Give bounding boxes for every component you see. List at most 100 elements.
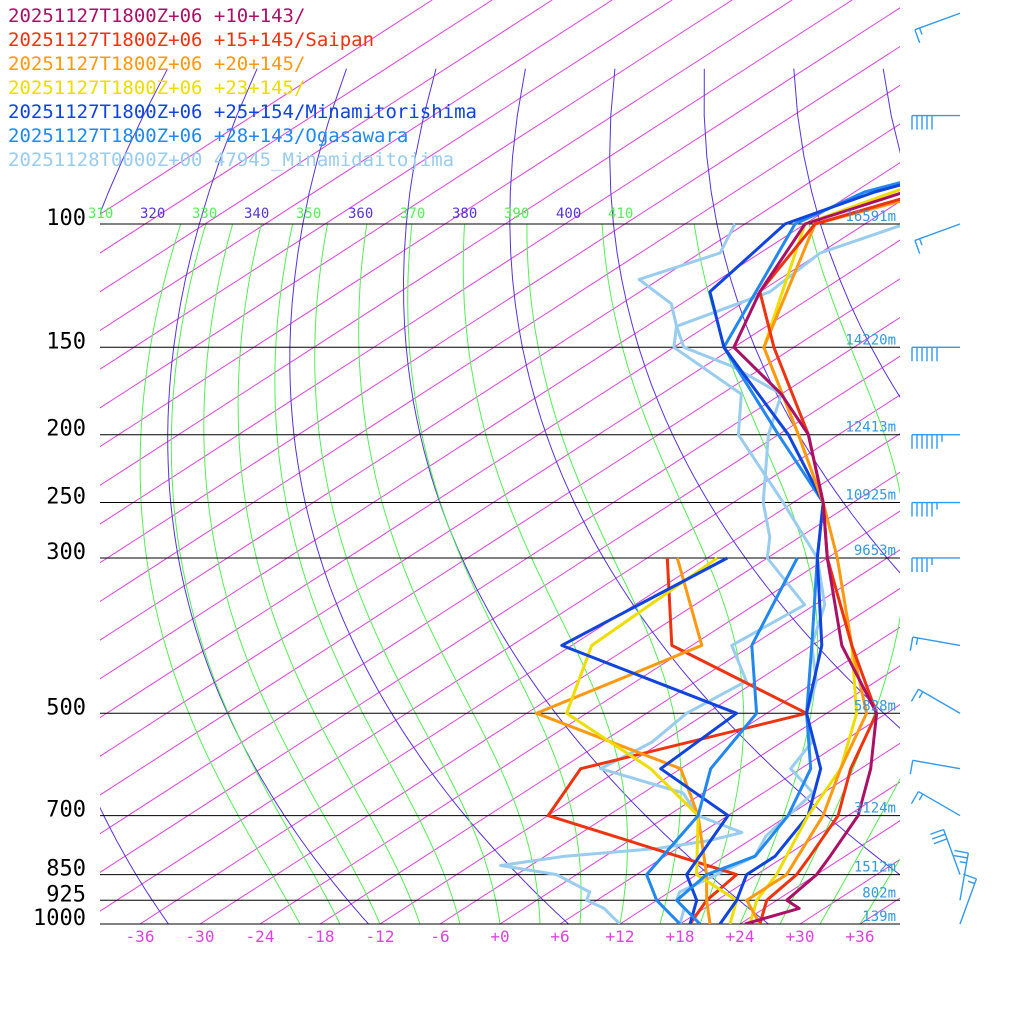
- wind-barb: [914, 223, 961, 254]
- wind-barb-shaft: [959, 852, 970, 901]
- legend-entry: 20251127T1800Z+06 +15+145/Saipan: [8, 29, 374, 51]
- wind-barb-flag: [953, 854, 968, 859]
- height-label: 1512m: [854, 860, 896, 876]
- wind-barb-shaft: [918, 688, 961, 714]
- temperature-tick-label: +36: [846, 927, 875, 946]
- isotherm: [499, 665, 900, 924]
- legend-entry: 20251127T1800Z+06 +10+143/: [8, 5, 305, 27]
- isotherm: [439, 626, 900, 924]
- pressure-label: 150: [46, 329, 86, 354]
- theta-label: 330: [192, 206, 217, 222]
- dry-adiabat: [289, 68, 569, 924]
- isotherm: [100, 0, 793, 448]
- isotherm: [559, 704, 900, 924]
- isotherm: [100, 316, 900, 835]
- moist-adiabat: [819, 778, 900, 924]
- isotherm: [100, 355, 900, 873]
- legend-entry: 20251127T1800Z+06 +23+145/: [8, 77, 305, 99]
- theta-label: 400: [556, 206, 581, 222]
- wind-barb-shaft: [959, 878, 978, 925]
- isotherm: [100, 0, 433, 215]
- isotherm: [859, 897, 900, 924]
- pressure-label: 1000: [33, 906, 86, 931]
- temperature-tick-label: +6: [550, 927, 569, 946]
- moist-adiabat: [358, 223, 541, 924]
- wind-barb: [911, 434, 960, 449]
- wind-barb-flag: [931, 833, 946, 840]
- temperature-tick-label: -12: [366, 927, 395, 946]
- wind-barb-flag: [933, 838, 948, 845]
- isotherm: [100, 200, 900, 719]
- isotherm: [100, 0, 673, 370]
- wind-barb-flag: [954, 849, 969, 854]
- theta-label: 320: [140, 206, 165, 222]
- wind-barb-shaft: [912, 636, 961, 647]
- pressure-label: 300: [46, 540, 86, 565]
- theta-label: 340: [244, 206, 269, 222]
- moist-adiabat: [526, 223, 682, 924]
- series-2-temperature-line: [745, 199, 900, 924]
- series-1-dewpoint-line: [546, 557, 809, 924]
- pressure-label: 850: [46, 857, 86, 882]
- temperature-tick-label: +30: [786, 927, 815, 946]
- isotherm: [100, 123, 900, 641]
- wind-barb-shaft: [912, 759, 961, 770]
- isotherm: [100, 239, 900, 757]
- isotherm: [139, 433, 900, 924]
- wind-barb-flag: [910, 688, 920, 702]
- isotherm: [100, 278, 900, 796]
- temperature-tick-label: -30: [186, 927, 215, 946]
- isotherm: [100, 0, 613, 332]
- sounding-dewpoint-line: [499, 223, 807, 924]
- wind-barb-flag: [914, 29, 921, 44]
- sounding-temperature-line: [672, 224, 900, 924]
- series-2-dewpoint-line: [535, 557, 712, 924]
- temperature-tick-label: -36: [126, 927, 155, 946]
- isotherm: [259, 510, 900, 924]
- wind-barb-half-flag: [967, 880, 975, 885]
- moist-adiabat: [139, 223, 301, 924]
- theta-label: 390: [504, 206, 529, 222]
- isotherm: [100, 0, 733, 409]
- pressure-label: 700: [46, 798, 86, 823]
- wind-barb-shaft: [918, 790, 961, 817]
- pressure-label: 200: [46, 417, 86, 442]
- temperature-tick-label: +12: [606, 927, 635, 946]
- isotherm: [379, 587, 900, 924]
- wind-barb-flag: [909, 636, 914, 652]
- wind-barb: [959, 873, 978, 925]
- wind-barb-half-flag: [918, 238, 923, 246]
- height-label: 14220m: [845, 332, 896, 348]
- series-4-temperature-line: [708, 183, 900, 924]
- legend-entry: 20251127T1800Z+06 +20+145/: [8, 53, 305, 75]
- wind-barb-half-flag: [918, 691, 924, 699]
- height-label: 139m: [862, 909, 896, 925]
- dry-adiabat: [973, 69, 1024, 924]
- temperature-tick-label: +0: [490, 927, 509, 946]
- series-4-dewpoint-line: [560, 556, 739, 924]
- wind-barb-shaft: [914, 12, 961, 31]
- isotherm: [100, 162, 900, 680]
- isotherm: [100, 0, 493, 254]
- wind-barb-flag: [909, 760, 914, 775]
- isotherm: [100, 0, 853, 486]
- wind-barb-half-flag: [918, 27, 923, 35]
- wind-barb-half-flag: [918, 793, 924, 801]
- theta-label: 410: [608, 206, 633, 222]
- legend: 20251127T1800Z+06 +10+143/20251127T1800Z…: [8, 5, 477, 171]
- pressure-label: 100: [46, 206, 86, 231]
- wind-barb-half-flag: [959, 860, 967, 864]
- isotherm: [679, 781, 900, 924]
- height-label: 9653m: [854, 543, 896, 559]
- wind-barb-flag: [963, 873, 977, 880]
- height-label: 5828m: [854, 698, 896, 714]
- wind-barb: [909, 759, 961, 775]
- theta-label: 350: [296, 206, 321, 222]
- wind-barb: [930, 828, 961, 875]
- wind-barb: [910, 688, 961, 714]
- theta-label: 310: [88, 206, 113, 222]
- wind-barb: [909, 636, 961, 652]
- isotherm: [100, 0, 553, 293]
- moist-adiabat: [203, 223, 381, 924]
